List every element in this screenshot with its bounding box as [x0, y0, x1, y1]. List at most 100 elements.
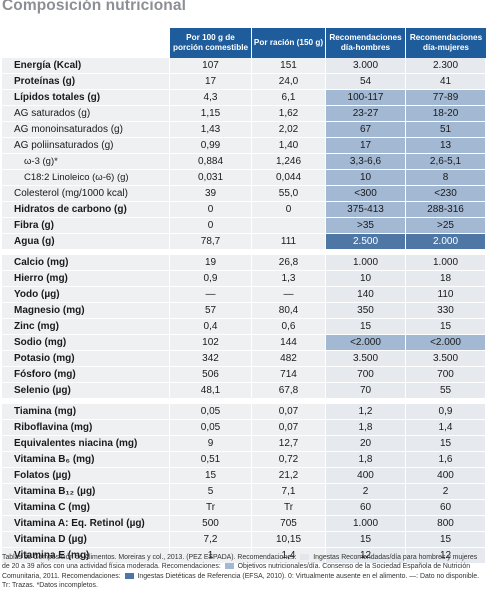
cell-men: 15: [326, 319, 406, 335]
cell-men: 1,8: [326, 420, 406, 436]
cell-per100: 107: [170, 58, 252, 74]
table-row: Vitamina B₁₂ (µg) 5 7,1 2 2: [2, 484, 486, 500]
header-men: Recomendaciones día-hombres: [326, 28, 406, 58]
cell-men: 15: [326, 532, 406, 548]
row-label: Vitamina E (mg): [2, 548, 170, 564]
cell-women: <230: [406, 186, 486, 202]
cell-women: <2.000: [406, 335, 486, 351]
cell-per100: 0,4: [170, 319, 252, 335]
cell-women: 1,6: [406, 452, 486, 468]
cell-women: 13: [406, 138, 486, 154]
cell-per100: Tr: [170, 500, 252, 516]
table-row: Vitamina A: Eq. Retinol (µg) 500 705 1.000 8…: [2, 516, 486, 532]
gap-cell: [252, 399, 326, 404]
table-row: AG poliinsaturados (g) 0,99 1,40 17 13: [2, 138, 486, 154]
row-label: Folatos (µg): [2, 468, 170, 484]
cell-women: 800: [406, 516, 486, 532]
row-label: Fibra (g): [2, 218, 170, 234]
cell-women: 51: [406, 122, 486, 138]
cell-per100: 0,99: [170, 138, 252, 154]
table-row: AG saturados (g) 1,15 1,62 23-27 18-20: [2, 106, 486, 122]
row-label: Vitamina D (µg): [2, 532, 170, 548]
row-label: Vitamina B₆ (mg): [2, 452, 170, 468]
row-label: Potasio (mg): [2, 351, 170, 367]
table-row: Folatos (µg) 15 21,2 400 400: [2, 468, 486, 484]
cell-women: 110: [406, 287, 486, 303]
table-row: C18:2 Linoleico (ω-6) (g) 0,031 0,044 10 8: [2, 170, 486, 186]
cell-ration: Tr: [252, 500, 326, 516]
cell-per100: 78,7: [170, 234, 252, 250]
row-label: Hidratos de carbono (g): [2, 202, 170, 218]
cell-women: 18-20: [406, 106, 486, 122]
cell-women: 700: [406, 367, 486, 383]
cell-ration: 0,72: [252, 452, 326, 468]
gap-cell: [326, 399, 406, 404]
cell-ration: 1,246: [252, 154, 326, 170]
table-row: Vitamina D (µg) 7,2 10,15 15 15: [2, 532, 486, 548]
cell-ration: 111: [252, 234, 326, 250]
cell-men: 1.000: [326, 255, 406, 271]
cell-women: 400: [406, 468, 486, 484]
cell-women: 2.000: [406, 234, 486, 250]
cell-ration: 0,07: [252, 420, 326, 436]
table-row: Selenio (µg) 48,1 67,8 70 55: [2, 383, 486, 399]
section-gap: [2, 250, 486, 255]
cell-ration: 12,7: [252, 436, 326, 452]
cell-women: 0,9: [406, 404, 486, 420]
cell-women: 1.000: [406, 255, 486, 271]
cell-women: 15: [406, 319, 486, 335]
cell-ration: 21,2: [252, 468, 326, 484]
table-row: Sodio (mg) 102 144 <2.000 <2.000: [2, 335, 486, 351]
cell-women: 2,6-5,1: [406, 154, 486, 170]
row-label: Calcio (mg): [2, 255, 170, 271]
table-row: Lípidos totales (g) 4,3 6,1 100-117 77-89: [2, 90, 486, 106]
cell-per100: 0,05: [170, 404, 252, 420]
cell-per100: 9: [170, 436, 252, 452]
cell-per100: 342: [170, 351, 252, 367]
cell-women: 330: [406, 303, 486, 319]
cell-men: 700: [326, 367, 406, 383]
cell-ration: 714: [252, 367, 326, 383]
cell-men: 1,8: [326, 452, 406, 468]
cell-per100: 1: [170, 548, 252, 564]
cell-men: 60: [326, 500, 406, 516]
row-label: Hierro (mg): [2, 271, 170, 287]
cell-ration: 67,8: [252, 383, 326, 399]
cell-per100: 0,51: [170, 452, 252, 468]
cell-men: 10: [326, 271, 406, 287]
cell-ration: 80,4: [252, 303, 326, 319]
table-row: Colesterol (mg/1000 kcal) 39 55,0 <300 <230: [2, 186, 486, 202]
cell-ration: 151: [252, 58, 326, 74]
cell-ration: 0: [252, 202, 326, 218]
cell-women: 15: [406, 532, 486, 548]
cell-men: 54: [326, 74, 406, 90]
footnote-part2: Ingestas Recomendadas/día para hombres y…: [2, 554, 478, 571]
cell-per100: 5: [170, 484, 252, 500]
footnote-part1: Tablas de Composición de Alimentos. More…: [2, 554, 297, 561]
cell-men: 1,2: [326, 404, 406, 420]
cell-women: 60: [406, 500, 486, 516]
row-label: Fósforo (mg): [2, 367, 170, 383]
cell-men: 17: [326, 138, 406, 154]
cell-men: 67: [326, 122, 406, 138]
header-women: Recomendaciones día-mujeres: [406, 28, 486, 58]
cell-per100: 57: [170, 303, 252, 319]
cell-men: 1.000: [326, 516, 406, 532]
cell-ration: 1,62: [252, 106, 326, 122]
row-label: Lípidos totales (g): [2, 90, 170, 106]
row-label: Proteínas (g): [2, 74, 170, 90]
cell-women: 2: [406, 484, 486, 500]
cell-per100: 0,05: [170, 420, 252, 436]
cell-men: <300: [326, 186, 406, 202]
header-blank: [2, 28, 170, 58]
legend-dark-swatch: [124, 572, 134, 579]
cell-women: 8: [406, 170, 486, 186]
table-row: Magnesio (mg) 57 80,4 350 330: [2, 303, 486, 319]
table-row: Fibra (g) 0 >35 >25: [2, 218, 486, 234]
cell-ration: 55,0: [252, 186, 326, 202]
cell-ration: 0,044: [252, 170, 326, 186]
row-label: Sodio (mg): [2, 335, 170, 351]
cell-women: 1,4: [406, 420, 486, 436]
cell-women: 12: [406, 548, 486, 564]
cell-per100: 500: [170, 516, 252, 532]
